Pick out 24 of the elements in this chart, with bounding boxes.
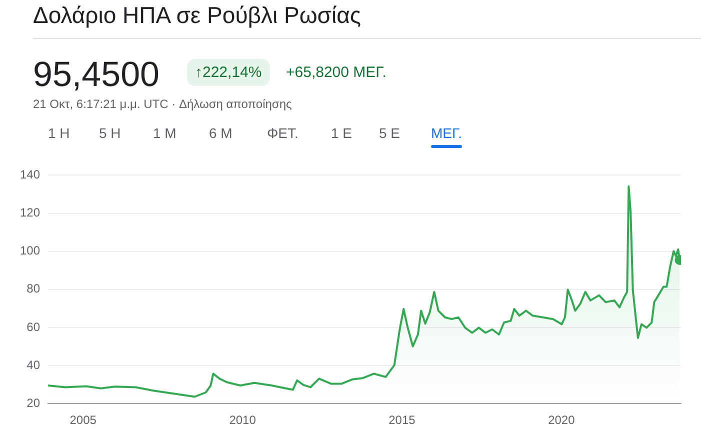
y-tick-label: 60 [26, 320, 40, 334]
y-tick-label: 40 [26, 358, 40, 372]
text: 95,4500 [33, 55, 160, 95]
text: ΜΕΓ. [431, 125, 462, 141]
text: +65,8200 ΜΕΓ. [286, 64, 386, 81]
text: 5 Ε [379, 125, 400, 141]
text: 1 Μ [153, 125, 176, 141]
x-tick-label: 2005 [70, 413, 97, 428]
y-tick-label: 20 [26, 396, 40, 410]
y-tick-label: 80 [26, 282, 40, 296]
chart-title: Δολάριο ΗΠΑ σε Ρούβλι Ρωσίας [33, 2, 361, 29]
text: 1 Ε [331, 125, 352, 141]
x-tick-label: 2020 [548, 413, 576, 428]
text: 1 Η [48, 125, 70, 141]
text: ΦΕΤ. [267, 125, 298, 141]
y-tick-label: 100 [20, 244, 40, 258]
text: ↑222,14% [187, 59, 270, 86]
x-tick-label: 2010 [229, 413, 256, 428]
text: 6 Μ [209, 125, 232, 141]
y-tick-label: 140 [20, 168, 40, 182]
chart-subtitle: 21 Οκτ, 6:17:21 μ.μ. UTC · Δήλωση αποποίησης [33, 97, 292, 111]
y-tick-label: 120 [20, 206, 40, 220]
x-tick-label: 2015 [388, 413, 416, 428]
text: 5 Η [99, 125, 121, 141]
